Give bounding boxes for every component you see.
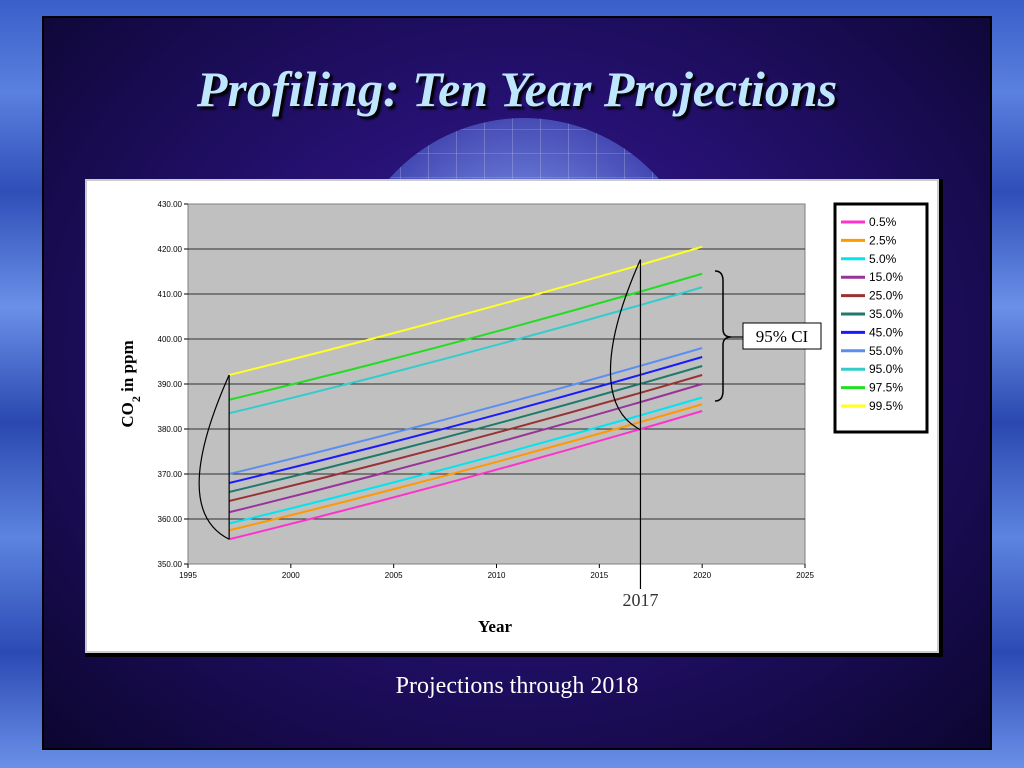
y-tick-label: 350.00 [158,560,183,569]
x-tick-label: 1995 [179,571,197,580]
ci-label-box [742,322,822,350]
y-tick-label: 390.00 [158,380,183,389]
y-tick-label: 430.00 [158,200,183,209]
y-tick-label: 360.00 [158,515,183,524]
x-tick-label: 2005 [385,571,403,580]
legend-label: 95.0% [869,362,903,376]
x-axis-label: Year [478,617,512,636]
y-axis-label: CO2 in ppm [118,340,143,427]
x-tick-label: 2010 [488,571,506,580]
legend-label: 25.0% [869,289,903,303]
x-tick-label: 2020 [693,571,711,580]
x-tick-label: 2000 [282,571,300,580]
slide: Profiling: Ten Year Projections 350.00 36… [44,18,990,748]
x-tick-label: 2025 [796,571,814,580]
y-tick-label: 420.00 [158,245,183,254]
legend-label: 35.0% [869,307,903,321]
legend-label: 55.0% [869,344,903,358]
x-tick-label: 2015 [590,571,608,580]
legend-label: 15.0% [869,270,903,284]
slide-title: Profiling: Ten Year Projections [196,61,838,117]
series-line-45-0- [228,356,703,484]
start-distribution-curve [198,374,230,540]
series-line-97-5- [228,272,703,401]
series-line-35-0- [228,365,703,493]
y-tick-label: 370.00 [158,470,183,479]
chart-frame: 350.00 360.00 370.00 380.00 390.00 400.00 410.… [85,179,943,657]
y-tick-label: 410.00 [158,290,183,299]
co2-projection-chart: 350.00 360.00 370.00 380.00 390.00 400.00 410.… [118,200,929,636]
y-tick-label: 380.00 [158,425,183,434]
legend-label: 97.5% [869,381,903,395]
legend-label: 99.5% [869,399,903,413]
series-line-0-5- [228,410,703,541]
legend-label: 5.0% [869,252,897,266]
series-line-2-5- [228,403,703,532]
series-line-95-0- [228,286,703,415]
legend-label: 0.5% [869,215,897,229]
legend-label: 2.5% [869,233,897,247]
series-line-25-0- [228,374,703,502]
series-line-5-0- [228,396,703,525]
y-tick-label: 400.00 [158,335,183,344]
series-line-15-0- [228,383,703,514]
legend-label: 45.0% [869,325,903,339]
year-marker-distribution-curve [610,259,642,431]
slide-caption: Projections through 2018 [395,673,639,699]
series-line-55-0- [228,347,703,475]
legend-box [833,202,929,434]
ci-label: 95% CI [756,327,809,346]
year-marker-label: 2017 [622,590,658,610]
